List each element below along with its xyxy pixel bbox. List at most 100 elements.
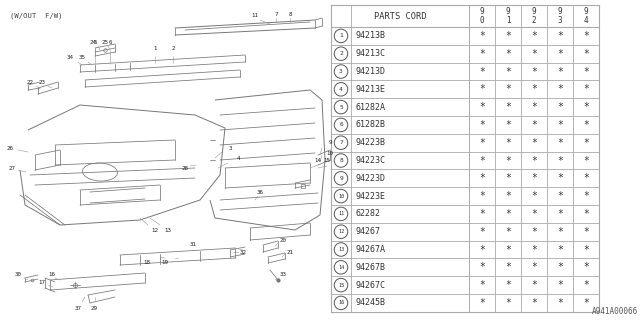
Text: 4: 4 [236, 156, 240, 161]
Text: *: * [505, 67, 511, 76]
Text: *: * [505, 262, 511, 272]
Text: *: * [479, 227, 485, 237]
Text: 13: 13 [164, 228, 172, 233]
Text: 22: 22 [26, 79, 33, 84]
Text: *: * [479, 209, 485, 219]
Text: *: * [479, 280, 485, 290]
Text: 27: 27 [8, 165, 15, 171]
Text: 14: 14 [314, 157, 321, 163]
Text: *: * [479, 191, 485, 201]
Text: *: * [583, 298, 589, 308]
Text: *: * [531, 262, 537, 272]
Text: 26: 26 [6, 146, 13, 150]
Text: 94223C: 94223C [355, 156, 385, 165]
Text: 9: 9 [339, 176, 343, 181]
Text: 14: 14 [338, 265, 344, 270]
Text: 16: 16 [338, 300, 344, 305]
Text: 9
4: 9 4 [584, 7, 588, 25]
Text: *: * [531, 298, 537, 308]
Text: *: * [531, 280, 537, 290]
Text: 18: 18 [143, 260, 150, 265]
Text: 2: 2 [339, 51, 343, 56]
Text: *: * [479, 84, 485, 94]
Text: 9
3: 9 3 [557, 7, 563, 25]
Text: *: * [557, 67, 563, 76]
Text: *: * [505, 120, 511, 130]
Text: *: * [531, 84, 537, 94]
Text: PARTS CORD: PARTS CORD [374, 12, 426, 20]
Text: A941A00066: A941A00066 [592, 307, 638, 316]
Text: 19: 19 [161, 260, 168, 265]
Text: 25: 25 [102, 39, 109, 44]
Text: *: * [557, 31, 563, 41]
Text: *: * [557, 227, 563, 237]
Text: 61282A: 61282A [355, 103, 385, 112]
Text: 9
1: 9 1 [506, 7, 510, 25]
Text: 33: 33 [280, 273, 287, 277]
Text: 7: 7 [339, 140, 343, 145]
Text: *: * [557, 191, 563, 201]
Text: *: * [505, 84, 511, 94]
Text: 29: 29 [90, 306, 97, 310]
Text: 10: 10 [338, 194, 344, 199]
Text: *: * [583, 84, 589, 94]
Text: 62282: 62282 [355, 209, 380, 219]
Text: 1: 1 [153, 45, 157, 51]
Text: *: * [583, 49, 589, 59]
Text: 94213C: 94213C [355, 49, 385, 58]
Text: *: * [479, 31, 485, 41]
Text: *: * [479, 67, 485, 76]
Text: *: * [583, 191, 589, 201]
Text: *: * [531, 120, 537, 130]
Text: 94213E: 94213E [355, 85, 385, 94]
Text: *: * [583, 120, 589, 130]
Text: *: * [505, 227, 511, 237]
Text: *: * [505, 138, 511, 148]
Text: *: * [531, 244, 537, 254]
Text: 94213B: 94213B [355, 31, 385, 40]
Text: *: * [479, 102, 485, 112]
Text: 10: 10 [326, 150, 333, 156]
Text: *: * [505, 31, 511, 41]
Text: 20: 20 [280, 237, 287, 243]
Text: 16: 16 [49, 273, 56, 277]
Text: *: * [531, 156, 537, 165]
Text: *: * [583, 227, 589, 237]
Text: *: * [505, 280, 511, 290]
Text: 12: 12 [338, 229, 344, 234]
Text: 9
2: 9 2 [532, 7, 536, 25]
Text: *: * [505, 244, 511, 254]
Text: *: * [583, 209, 589, 219]
Text: *: * [557, 138, 563, 148]
Text: *: * [583, 31, 589, 41]
Text: 34: 34 [67, 54, 74, 60]
Text: 94223B: 94223B [355, 138, 385, 147]
Text: *: * [583, 138, 589, 148]
Text: *: * [557, 244, 563, 254]
Text: *: * [583, 156, 589, 165]
Text: *: * [583, 244, 589, 254]
Text: *: * [557, 156, 563, 165]
Text: 30: 30 [15, 271, 22, 276]
Text: *: * [505, 49, 511, 59]
Text: *: * [479, 244, 485, 254]
Text: 94267C: 94267C [355, 281, 385, 290]
Text: 6: 6 [108, 39, 112, 44]
Text: 5: 5 [339, 105, 343, 110]
Text: *: * [531, 67, 537, 76]
Text: 23: 23 [38, 79, 45, 84]
Text: *: * [505, 209, 511, 219]
Text: *: * [505, 298, 511, 308]
Text: 15: 15 [338, 283, 344, 288]
Text: 94267B: 94267B [355, 263, 385, 272]
Text: *: * [557, 173, 563, 183]
Text: 4: 4 [339, 87, 343, 92]
Text: 8: 8 [288, 12, 292, 17]
Text: 13: 13 [338, 247, 344, 252]
Text: 6: 6 [339, 123, 343, 127]
Text: 7: 7 [275, 12, 278, 17]
Text: 1: 1 [339, 33, 343, 38]
Text: 24: 24 [90, 39, 97, 44]
Text: *: * [583, 262, 589, 272]
Text: *: * [479, 156, 485, 165]
